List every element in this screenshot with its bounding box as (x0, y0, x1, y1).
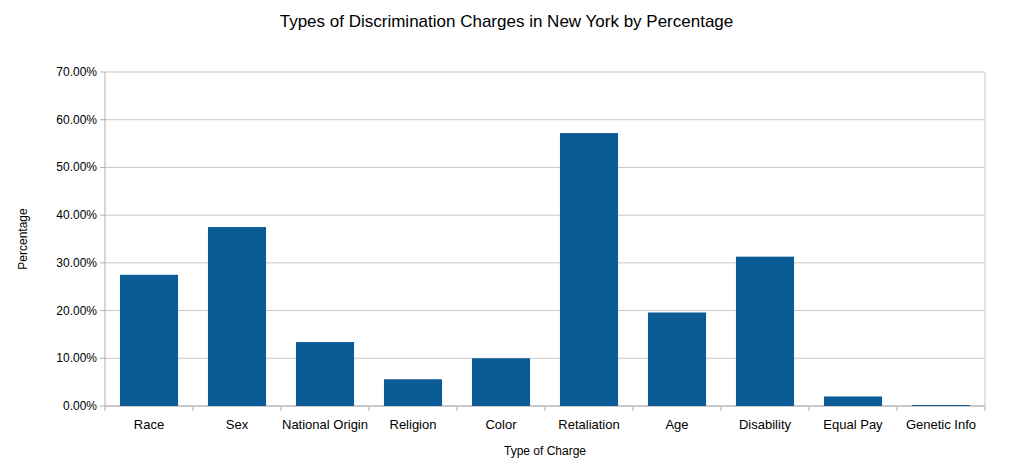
x-tick (545, 406, 546, 411)
grid-line (105, 167, 985, 168)
y-tick-label: 10.00% (56, 351, 97, 365)
y-tick (100, 406, 105, 407)
y-axis-line (105, 72, 106, 406)
y-tick-label: 30.00% (56, 256, 97, 270)
x-tick (721, 406, 722, 411)
x-tick (193, 406, 194, 411)
x-tick (281, 406, 282, 411)
x-tick-label: Genetic Info (906, 417, 976, 432)
bar (296, 342, 354, 406)
bar (560, 133, 618, 406)
bar (824, 396, 882, 406)
x-tick-label: Sex (226, 417, 249, 432)
x-tick (809, 406, 810, 411)
x-tick-label: Religion (390, 417, 437, 432)
y-tick-label: 70.00% (56, 65, 97, 79)
x-tick-label: Age (665, 417, 688, 432)
x-tick (457, 406, 458, 411)
chart-svg: Types of Discrimination Charges in New Y… (0, 0, 1013, 470)
x-tick (369, 406, 370, 411)
y-tick (100, 358, 105, 359)
grid-line (105, 72, 985, 73)
y-tick (100, 119, 105, 120)
y-tick-label: 0.00% (63, 399, 97, 413)
bar (648, 312, 706, 406)
x-tick (105, 406, 106, 411)
y-tick (100, 310, 105, 311)
y-tick-label: 60.00% (56, 113, 97, 127)
grid-line (105, 215, 985, 216)
x-axis: Race Sex National Origin Religion Color Retal… (105, 406, 985, 432)
bar (736, 257, 794, 406)
bar (120, 275, 178, 406)
y-tick (100, 167, 105, 168)
grid-line (105, 119, 985, 120)
x-tick (633, 406, 634, 411)
x-tick-label: Race (134, 417, 164, 432)
x-tick-label: National Origin (282, 417, 368, 432)
x-tick (897, 406, 898, 411)
bar (472, 358, 530, 406)
bar (912, 405, 970, 406)
x-tick-label: Disability (739, 417, 792, 432)
y-axis: 0.00% 10.00% 20.00% 30.00% 40.00% 50.00% 60.00… (56, 65, 985, 413)
x-tick-label: Equal Pay (823, 417, 883, 432)
y-tick-label: 50.00% (56, 160, 97, 174)
y-axis-label: Percentage (16, 208, 30, 270)
x-tick-label: Color (485, 417, 517, 432)
plot-frame (985, 72, 986, 406)
y-tick (100, 262, 105, 263)
x-tick (985, 406, 986, 411)
y-tick (100, 72, 105, 73)
bars (120, 133, 970, 406)
x-axis-label: Type of Charge (504, 444, 586, 458)
chart-container: Types of Discrimination Charges in New Y… (0, 0, 1013, 470)
y-tick (100, 215, 105, 216)
bar (384, 379, 442, 406)
y-tick-label: 40.00% (56, 208, 97, 222)
x-tick-label: Retaliation (558, 417, 619, 432)
bar (208, 227, 266, 406)
chart-title: Types of Discrimination Charges in New Y… (280, 12, 734, 31)
y-tick-label: 20.00% (56, 304, 97, 318)
